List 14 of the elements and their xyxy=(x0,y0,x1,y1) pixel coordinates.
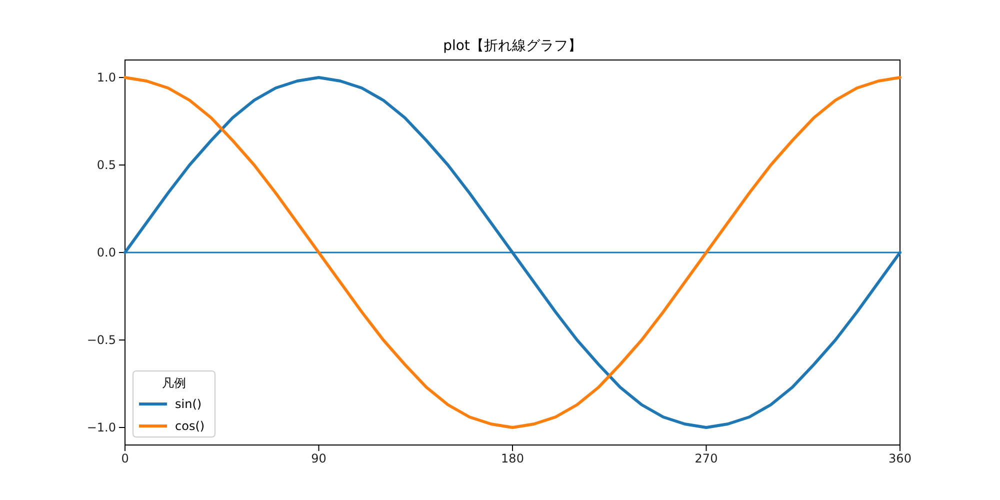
legend-label: sin() xyxy=(175,397,202,411)
x-tick-label: 270 xyxy=(694,452,718,466)
x-tick-label: 0 xyxy=(121,452,129,466)
x-tick-label: 90 xyxy=(311,452,326,466)
legend-label: cos() xyxy=(175,419,205,433)
y-tick-label: 1.0 xyxy=(96,70,116,84)
x-tick-label: 180 xyxy=(501,452,524,466)
y-tick-label: −0.5 xyxy=(86,332,116,347)
chart-title: plot【折れ線グラフ】 xyxy=(443,38,582,54)
x-tick-label: 360 xyxy=(888,452,912,466)
y-tick-label: −1.0 xyxy=(86,420,116,434)
y-tick-label: 0.5 xyxy=(96,158,116,172)
y-tick-label: 0.0 xyxy=(96,245,116,260)
legend-title: 凡例 xyxy=(162,376,186,390)
